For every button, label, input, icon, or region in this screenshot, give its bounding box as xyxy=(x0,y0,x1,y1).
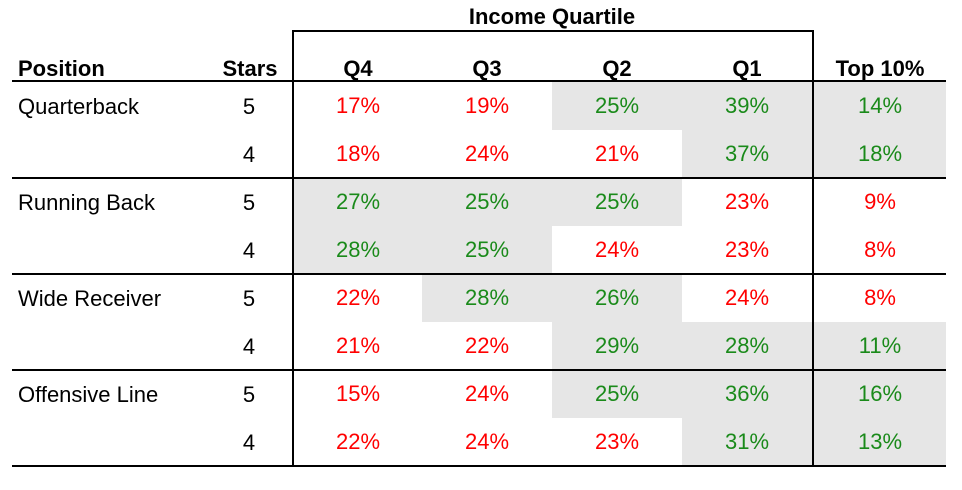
cell-shade xyxy=(422,178,552,226)
value-cell: 11% xyxy=(858,333,902,358)
col-header-q3: Q3 xyxy=(472,56,502,81)
col-header-q2: Q2 xyxy=(602,56,632,81)
cell-shade xyxy=(422,274,552,322)
value-cell: 25% xyxy=(594,189,640,214)
value-cell: 23% xyxy=(594,429,640,454)
stars-value: 4 xyxy=(242,334,256,359)
stars-value: 4 xyxy=(242,238,256,263)
value-cell: 15% xyxy=(335,381,381,406)
value-cell: 18% xyxy=(857,141,903,166)
value-cell: 8% xyxy=(864,285,896,310)
group-header-income-quartile: Income Quartile xyxy=(468,4,636,29)
group-rule xyxy=(12,369,946,371)
group-rule xyxy=(12,465,946,467)
stars-value: 4 xyxy=(242,142,256,167)
cell-shade xyxy=(294,226,422,274)
group-rule xyxy=(12,273,946,275)
value-cell: 37% xyxy=(724,141,770,166)
value-cell: 16% xyxy=(857,381,903,406)
value-cell: 9% xyxy=(864,189,896,214)
value-cell: 21% xyxy=(335,333,381,358)
value-cell: 36% xyxy=(724,381,770,406)
position-label: Quarterback xyxy=(18,94,140,119)
cell-shade xyxy=(294,178,422,226)
value-cell: 25% xyxy=(594,381,640,406)
cell-shade xyxy=(422,226,552,274)
quartile-box-right xyxy=(812,30,814,467)
value-cell: 28% xyxy=(335,237,381,262)
cell-shade xyxy=(552,274,682,322)
stars-value: 5 xyxy=(242,382,256,407)
value-cell: 24% xyxy=(594,237,640,262)
cell-shade xyxy=(682,370,812,418)
cell-shade xyxy=(552,82,682,130)
col-header-q4: Q4 xyxy=(343,56,373,81)
quartile-box-left xyxy=(292,30,294,467)
stars-value: 4 xyxy=(242,430,256,455)
value-cell: 17% xyxy=(335,93,381,118)
value-cell: 22% xyxy=(335,285,381,310)
stars-value: 5 xyxy=(242,190,256,215)
cell-shade xyxy=(682,322,812,370)
cell-shade xyxy=(682,418,812,466)
stars-value: 5 xyxy=(242,286,256,311)
value-cell: 26% xyxy=(594,285,640,310)
value-cell: 18% xyxy=(335,141,381,166)
value-cell: 8% xyxy=(864,237,896,262)
cell-shade xyxy=(552,322,682,370)
cell-shade xyxy=(682,130,812,178)
col-header-top10: Top 10% xyxy=(835,56,925,81)
position-label: Offensive Line xyxy=(18,382,159,407)
value-cell: 27% xyxy=(335,189,381,214)
value-cell: 24% xyxy=(464,429,510,454)
value-cell: 23% xyxy=(724,237,770,262)
cell-shade xyxy=(682,82,812,130)
header-rule xyxy=(12,80,946,82)
group-rule xyxy=(12,177,946,179)
value-cell: 22% xyxy=(335,429,381,454)
value-cell: 14% xyxy=(857,93,903,118)
cell-shade xyxy=(814,370,946,418)
cell-shade xyxy=(814,418,946,466)
stars-value: 5 xyxy=(242,94,256,119)
value-cell: 28% xyxy=(464,285,510,310)
value-cell: 24% xyxy=(464,141,510,166)
value-cell: 24% xyxy=(724,285,770,310)
value-cell: 22% xyxy=(464,333,510,358)
col-header-position: Position xyxy=(18,56,105,81)
cell-shade xyxy=(552,370,682,418)
cell-shade xyxy=(552,178,682,226)
quartile-box-top xyxy=(292,30,814,32)
col-header-stars: Stars xyxy=(222,56,278,81)
cell-shade xyxy=(814,82,946,130)
position-label: Running Back xyxy=(18,190,155,215)
value-cell: 25% xyxy=(594,93,640,118)
value-cell: 29% xyxy=(594,333,640,358)
value-cell: 24% xyxy=(464,381,510,406)
cell-shade xyxy=(814,322,946,370)
col-header-q1: Q1 xyxy=(732,56,762,81)
value-cell: 23% xyxy=(724,189,770,214)
cell-shade xyxy=(814,130,946,178)
value-cell: 21% xyxy=(594,141,640,166)
position-label: Wide Receiver xyxy=(18,286,162,311)
value-cell: 25% xyxy=(464,189,510,214)
value-cell: 28% xyxy=(724,333,770,358)
value-cell: 39% xyxy=(724,93,770,118)
value-cell: 31% xyxy=(724,429,770,454)
value-cell: 13% xyxy=(857,429,903,454)
value-cell: 19% xyxy=(464,93,510,118)
value-cell: 25% xyxy=(464,237,510,262)
